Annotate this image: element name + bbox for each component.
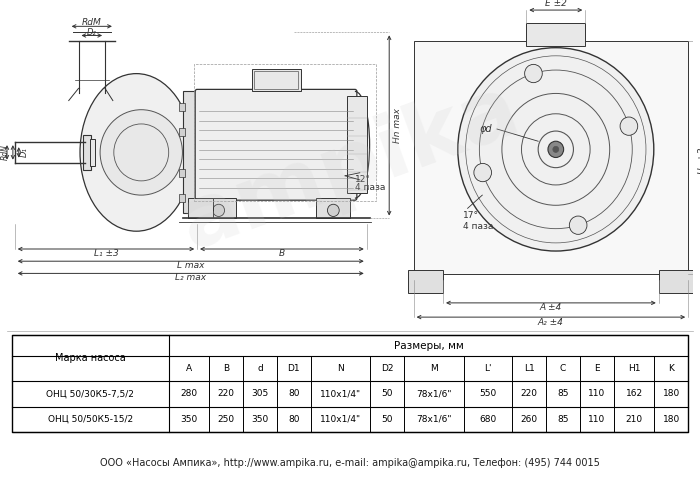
Text: 220: 220 (218, 389, 234, 398)
Text: 78x1/6": 78x1/6" (416, 389, 452, 398)
Text: 50: 50 (382, 415, 393, 424)
Text: 110: 110 (588, 415, 606, 424)
Text: 162: 162 (626, 389, 643, 398)
Circle shape (328, 204, 340, 217)
Text: E ±2: E ±2 (545, 0, 567, 8)
Text: 680: 680 (480, 415, 497, 424)
Text: L1: L1 (524, 364, 535, 373)
Bar (188, 198, 213, 219)
Text: B: B (223, 364, 229, 373)
Text: Hn max: Hn max (393, 108, 402, 143)
Circle shape (553, 146, 559, 152)
Text: C ±2: C ±2 (0, 141, 1, 164)
Text: 110: 110 (588, 389, 606, 398)
Text: 550: 550 (480, 389, 497, 398)
Text: 220: 220 (521, 389, 538, 398)
Ellipse shape (80, 74, 192, 231)
Circle shape (548, 141, 564, 157)
Text: H₁ ±2: H₁ ±2 (699, 148, 700, 174)
Bar (347, 97, 367, 193)
Text: 85: 85 (557, 389, 569, 398)
Text: 4 паза: 4 паза (355, 183, 385, 193)
Circle shape (524, 64, 542, 83)
Circle shape (213, 204, 225, 217)
Text: 350: 350 (251, 415, 269, 424)
Text: Размеры, мм: Размеры, мм (393, 341, 463, 351)
Circle shape (100, 110, 183, 195)
Text: A₂ ±4: A₂ ±4 (538, 318, 564, 327)
Text: 50: 50 (382, 389, 393, 398)
Circle shape (569, 216, 587, 235)
Bar (659, 270, 694, 293)
Text: 280: 280 (181, 389, 197, 398)
Text: φd: φd (480, 124, 492, 134)
Text: 12°: 12° (355, 175, 371, 184)
Bar (12, 336, 688, 432)
Text: 180: 180 (663, 389, 680, 398)
Text: 250: 250 (218, 415, 234, 424)
Text: ОНЦ 50/50К5-15/2: ОНЦ 50/50К5-15/2 (48, 415, 133, 424)
Text: 305: 305 (251, 389, 269, 398)
Bar (179, 194, 186, 202)
Text: D2: D2 (381, 364, 393, 373)
Text: Марка насоса: Марка насоса (55, 353, 126, 364)
Text: 85: 85 (557, 415, 569, 424)
Text: K: K (668, 364, 674, 373)
Text: 260: 260 (521, 415, 538, 424)
Text: D₂: D₂ (87, 28, 97, 37)
Text: L max: L max (177, 261, 204, 270)
Bar (83, 135, 91, 170)
Circle shape (458, 48, 654, 251)
Text: L₁ ±3: L₁ ±3 (94, 249, 118, 257)
Text: RdN: RdN (1, 144, 10, 160)
Text: 210: 210 (626, 415, 643, 424)
Text: RdM: RdM (82, 18, 102, 27)
Bar (194, 64, 377, 201)
Text: H1: H1 (628, 364, 640, 373)
Text: 80: 80 (288, 415, 300, 424)
Text: B: B (279, 249, 285, 257)
Bar (202, 198, 237, 219)
Text: d: d (257, 364, 262, 373)
Circle shape (620, 117, 638, 135)
Bar (255, 71, 298, 89)
Text: M: M (430, 364, 438, 373)
Text: A ±4: A ±4 (540, 303, 562, 312)
Text: L': L' (484, 364, 492, 373)
Text: D1: D1 (288, 364, 300, 373)
Text: 80: 80 (288, 389, 300, 398)
Bar (414, 40, 688, 274)
Text: ampika: ampika (169, 68, 531, 267)
Circle shape (474, 163, 491, 182)
FancyBboxPatch shape (195, 89, 357, 200)
Bar (408, 270, 443, 293)
Text: 110x1/4": 110x1/4" (320, 415, 361, 424)
Bar (179, 128, 186, 136)
Bar (179, 169, 186, 177)
Bar (526, 23, 585, 46)
Text: 110x1/4": 110x1/4" (320, 389, 361, 398)
Bar (179, 103, 186, 111)
Text: 180: 180 (663, 415, 680, 424)
Text: C: C (560, 364, 566, 373)
Text: D₁: D₁ (20, 147, 29, 157)
Text: L₂ max: L₂ max (175, 273, 206, 282)
Text: ОНЦ 50/30К5-7,5/2: ОНЦ 50/30К5-7,5/2 (46, 389, 134, 398)
Bar (90, 139, 95, 166)
Text: ООО «Насосы Ампика», http://www.ampika.ru, e-mail: ampika@ampika.ru, Телефон: (4: ООО «Насосы Ампика», http://www.ampika.r… (100, 458, 600, 468)
Text: 4 паза: 4 паза (463, 222, 493, 231)
Text: E: E (594, 364, 600, 373)
Text: 78x1/6": 78x1/6" (416, 415, 452, 424)
Text: 17°: 17° (463, 211, 479, 220)
Bar (183, 92, 197, 214)
Text: 350: 350 (181, 415, 197, 424)
Text: A: A (186, 364, 192, 373)
Text: N: N (337, 364, 344, 373)
Bar (251, 69, 300, 92)
Bar (316, 198, 350, 219)
